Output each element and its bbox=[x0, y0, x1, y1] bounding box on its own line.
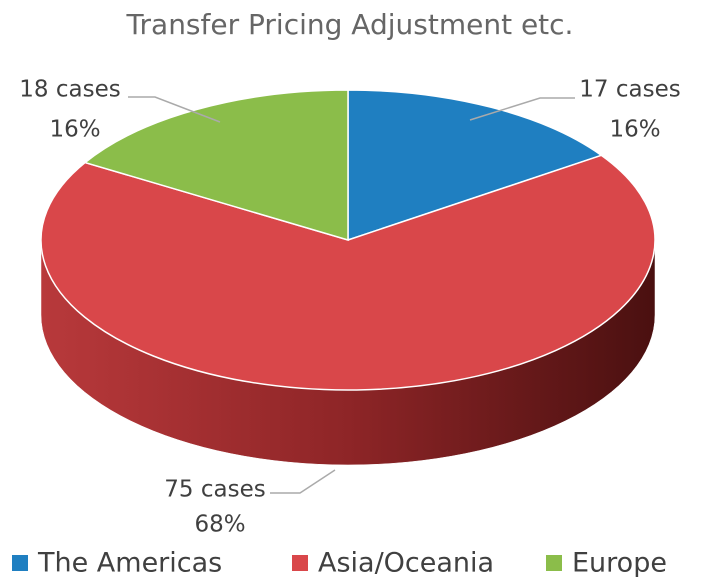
legend-label: Europe bbox=[572, 548, 667, 579]
percent-label: 68% bbox=[194, 512, 245, 538]
leader-line bbox=[128, 96, 221, 123]
legend-swatch bbox=[292, 555, 308, 571]
leader-line bbox=[270, 469, 336, 494]
data-label: 75 cases bbox=[164, 477, 265, 503]
slice bbox=[83, 89, 349, 242]
data-label: 18 cases bbox=[19, 77, 120, 103]
slice bbox=[347, 89, 604, 242]
data-label: 17 cases bbox=[579, 77, 680, 103]
legend-swatch bbox=[546, 555, 562, 571]
leader-line bbox=[469, 97, 575, 121]
percent-label: 16% bbox=[49, 117, 100, 143]
chart-title: Transfer Pricing Adjustment etc. bbox=[126, 8, 574, 41]
legend-label: The Americas bbox=[37, 548, 222, 579]
percent-label: 16% bbox=[609, 117, 660, 143]
legend-swatch bbox=[12, 555, 28, 571]
slice bbox=[40, 154, 656, 391]
legend-label: Asia/Oceania bbox=[318, 548, 494, 579]
